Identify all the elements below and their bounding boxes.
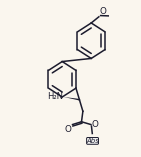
Text: O: O (91, 120, 98, 129)
FancyBboxPatch shape (87, 138, 99, 144)
Polygon shape (64, 97, 79, 100)
Text: Abs: Abs (86, 138, 99, 144)
Text: O: O (99, 7, 106, 16)
Text: O: O (65, 125, 72, 134)
Text: H₂N: H₂N (47, 92, 63, 101)
